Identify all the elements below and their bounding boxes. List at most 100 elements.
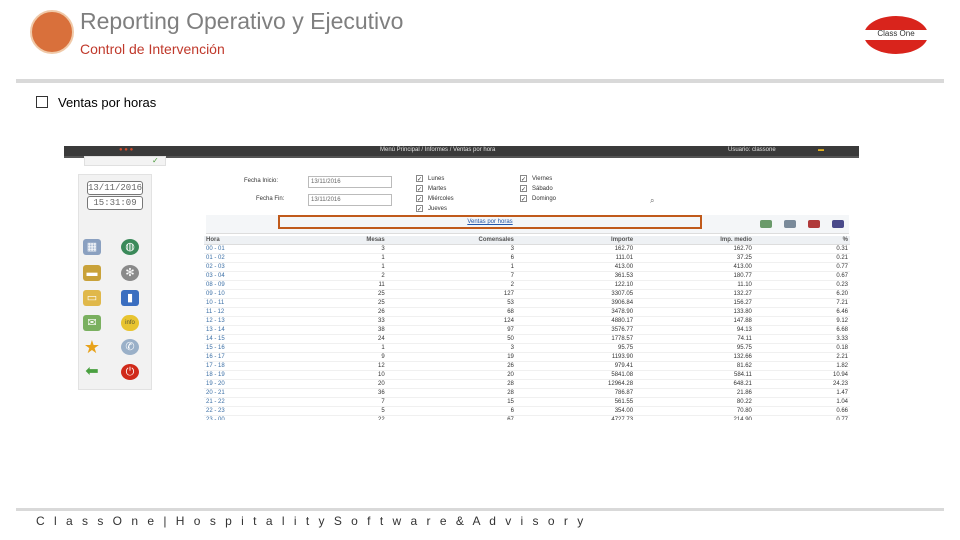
table-row[interactable]: 15 - 16 1 3 95.75 95.75 0.18: [204, 343, 850, 353]
table-cell: 4880.17: [515, 316, 636, 326]
table-cell: 0.23: [753, 280, 850, 290]
search-icon[interactable]: ⌕: [650, 196, 655, 205]
table-row[interactable]: 02 - 03 1 1 413.00 413.00 0.77: [204, 262, 850, 272]
table-cell: 20 - 21: [204, 388, 297, 398]
table-cell: 0.66: [753, 406, 850, 416]
table-cell: 37.25: [635, 253, 754, 263]
table-row[interactable]: 03 - 04 2 7 361.53 180.77 0.67: [204, 271, 850, 281]
table-cell: 26: [386, 361, 516, 371]
table-cell: 15: [386, 397, 516, 407]
table-cell: 6: [386, 406, 516, 416]
table-row[interactable]: 11 - 12 26 68 3478.90 133.80 6.46: [204, 307, 850, 317]
chat-icon[interactable]: ✆: [121, 339, 139, 355]
page-subtitle: Control de Intervención: [80, 41, 225, 57]
day-checkbox-wednesday[interactable]: ✓ Miércoles: [416, 195, 454, 203]
table-cell: 0.31: [753, 244, 850, 254]
table-cell: 67: [386, 415, 516, 420]
table-row[interactable]: 14 - 15 24 50 1778.57 74.11 3.33: [204, 334, 850, 344]
table-cell: 1: [296, 343, 387, 353]
table-row[interactable]: 00 - 01 3 3 162.70 162.70 0.31: [204, 244, 850, 254]
table-cell: 6.20: [753, 289, 850, 299]
breadcrumb[interactable]: Menú Principal / Informes / Ventas por h…: [380, 147, 496, 153]
table-cell: 14 - 15: [204, 334, 297, 344]
table-cell: 19 - 20: [204, 379, 297, 389]
table-row[interactable]: 10 - 11 25 53 3906.84 156.27 7.21: [204, 298, 850, 308]
app-top-bar: ● ● ● Menú Principal / Informes / Ventas…: [64, 146, 859, 158]
sales-by-hour-table: Hora Mesas Comensales Importe Imp. medio…: [204, 236, 850, 420]
table-row[interactable]: 19 - 20 20 28 12964.28 648.21 24.23: [204, 379, 850, 389]
date-to-input[interactable]: 13/11/2016: [308, 194, 392, 206]
export-excel-icon[interactable]: [760, 220, 772, 228]
table-row[interactable]: 21 - 22 7 15 561.55 80.22 1.04: [204, 397, 850, 407]
column-header-diners[interactable]: Comensales: [386, 236, 516, 245]
table-cell: 38: [296, 325, 387, 335]
gear-icon[interactable]: ✻: [121, 265, 139, 281]
flag-icon[interactable]: ▬: [818, 147, 824, 153]
table-cell: 361.53: [515, 271, 636, 281]
table-cell: 3: [386, 244, 516, 254]
table-cell: 132.27: [635, 289, 754, 299]
date-from-input[interactable]: 13/11/2016: [308, 176, 392, 188]
table-cell: 1.04: [753, 397, 850, 407]
day-checkbox-sunday[interactable]: ✓ Domingo: [520, 195, 557, 203]
table-cell: 12: [296, 361, 387, 371]
export-pdf-icon[interactable]: [808, 220, 820, 228]
table-cell: 23 - 00: [204, 415, 297, 420]
table-row[interactable]: 18 - 19 10 20 5841.08 584.11 10.94: [204, 370, 850, 380]
table-cell: 11.10: [635, 280, 754, 290]
table-cell: 3576.77: [515, 325, 636, 335]
table-row[interactable]: 09 - 10 25 127 3307.05 132.27 6.20: [204, 289, 850, 299]
table-cell: 561.55: [515, 397, 636, 407]
back-arrow-icon[interactable]: ⬅: [85, 363, 99, 380]
open-folder-icon[interactable]: ▭: [83, 290, 101, 306]
bar-chart-icon[interactable]: ▮: [121, 290, 139, 306]
export-csv-icon[interactable]: [784, 220, 796, 228]
table-cell: 0.18: [753, 343, 850, 353]
column-header-hour[interactable]: Hora: [204, 236, 297, 245]
day-checkbox-thursday[interactable]: ✓ Jueves: [416, 205, 448, 213]
table-cell: 979.41: [515, 361, 636, 371]
table-row[interactable]: 01 - 02 1 6 111.01 37.25 0.21: [204, 253, 850, 263]
section-label: Ventas por horas: [58, 95, 157, 110]
column-header-percent[interactable]: %: [753, 236, 850, 245]
table-cell: 95.75: [515, 343, 636, 353]
star-icon[interactable]: ★: [83, 337, 101, 357]
chart-report-icon[interactable]: ▦: [83, 239, 101, 255]
table-cell: 2: [296, 271, 387, 281]
power-icon[interactable]: ⏻: [121, 364, 139, 380]
info-badge-icon[interactable]: info: [121, 315, 139, 331]
table-row[interactable]: 23 - 00 22 67 4727.73 214.90 0.77: [204, 415, 850, 420]
table-cell: 3.33: [753, 334, 850, 344]
grid-title[interactable]: Ventas por horas: [467, 219, 513, 225]
table-row[interactable]: 16 - 17 9 19 1193.90 132.66 2.21: [204, 352, 850, 362]
table-row[interactable]: 08 - 09 11 2 122.10 11.10 0.23: [204, 280, 850, 290]
table-row[interactable]: 12 - 13 33 124 4880.17 147.88 9.12: [204, 316, 850, 326]
table-cell: 20: [386, 370, 516, 380]
table-cell: 413.00: [635, 262, 754, 272]
day-checkbox-saturday[interactable]: ✓ Sábado: [520, 185, 553, 193]
globe-icon[interactable]: ◍: [121, 239, 139, 255]
day-checkbox-monday[interactable]: ✓ Lunes: [416, 175, 445, 183]
table-cell: 0.77: [753, 415, 850, 420]
table-row[interactable]: 17 - 18 12 26 979.41 81.62 1.82: [204, 361, 850, 371]
table-cell: 413.00: [515, 262, 636, 272]
mail-icon[interactable]: ✉: [83, 315, 101, 331]
table-cell: 21.86: [635, 388, 754, 398]
column-header-avg-amount[interactable]: Imp. medio: [635, 236, 754, 245]
table-cell: 25: [296, 298, 387, 308]
table-cell: 01 - 02: [204, 253, 297, 263]
grid-title-highlight: Ventas por horas: [278, 215, 702, 229]
table-row[interactable]: 20 - 21 36 28 786.87 21.86 1.47: [204, 388, 850, 398]
column-header-amount[interactable]: Importe: [515, 236, 636, 245]
day-checkbox-tuesday[interactable]: ✓ Martes: [416, 185, 447, 193]
table-row[interactable]: 13 - 14 38 97 3576.77 94.13 6.68: [204, 325, 850, 335]
table-row[interactable]: 22 - 23 5 6 354.00 70.80 0.66: [204, 406, 850, 416]
day-checkbox-friday[interactable]: ✓ Viernes: [520, 175, 553, 183]
column-header-tables[interactable]: Mesas: [296, 236, 387, 245]
print-icon[interactable]: [832, 220, 844, 228]
table-cell: 11: [296, 280, 387, 290]
table-cell: 1193.90: [515, 352, 636, 362]
table-cell: 12964.28: [515, 379, 636, 389]
table-cell: 09 - 10: [204, 289, 297, 299]
folder-icon[interactable]: ▬: [83, 265, 101, 281]
